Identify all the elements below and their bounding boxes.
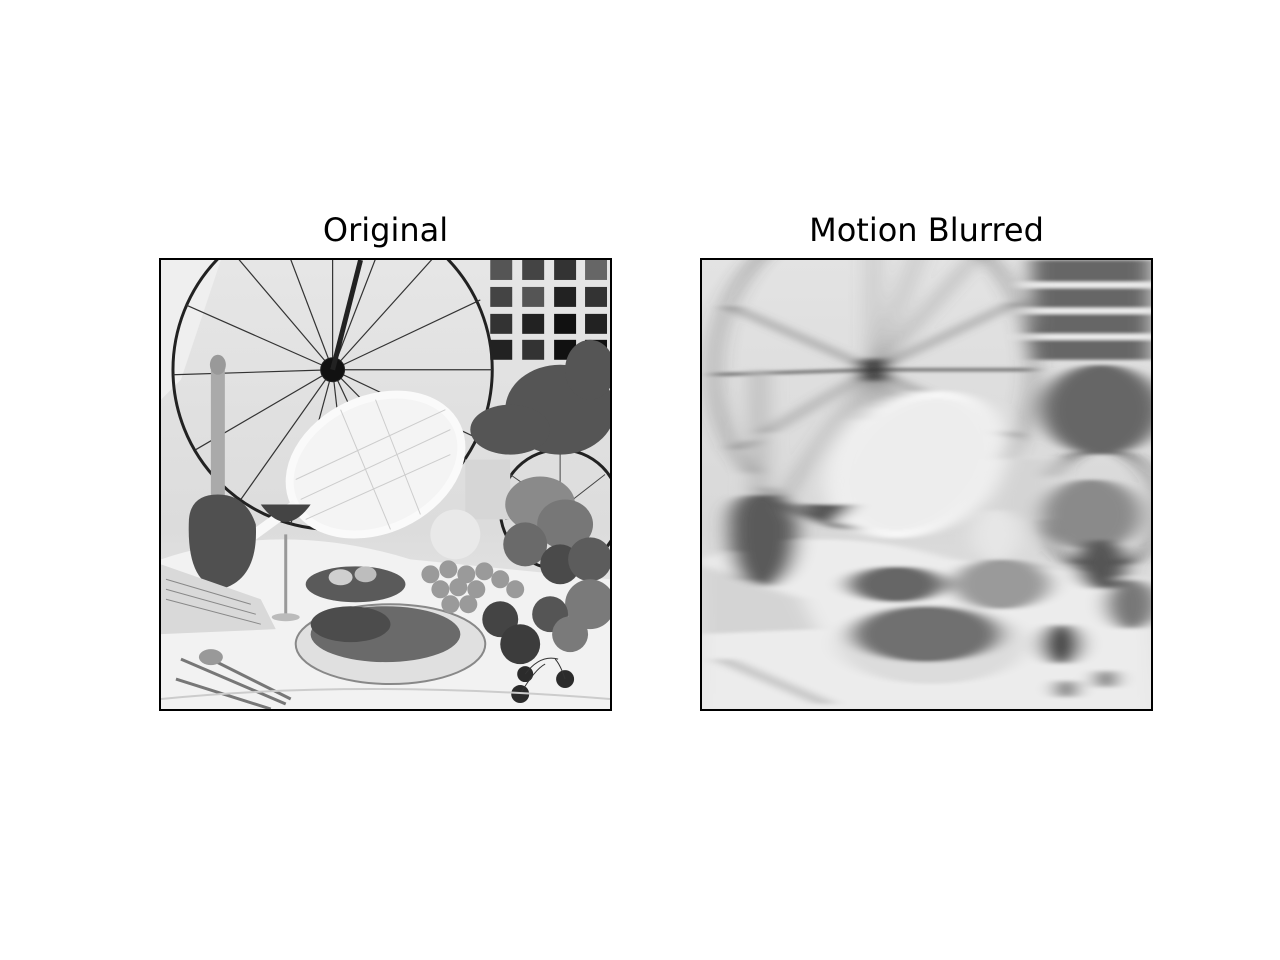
panel-title-original: Original bbox=[322, 211, 449, 249]
motion-blurred-image bbox=[702, 260, 1151, 709]
panel-title-motion-blurred: Motion Blurred bbox=[809, 211, 1044, 249]
motion-blurred-image-frame bbox=[700, 258, 1153, 711]
original-image-frame bbox=[159, 258, 612, 711]
original-image bbox=[161, 260, 610, 709]
